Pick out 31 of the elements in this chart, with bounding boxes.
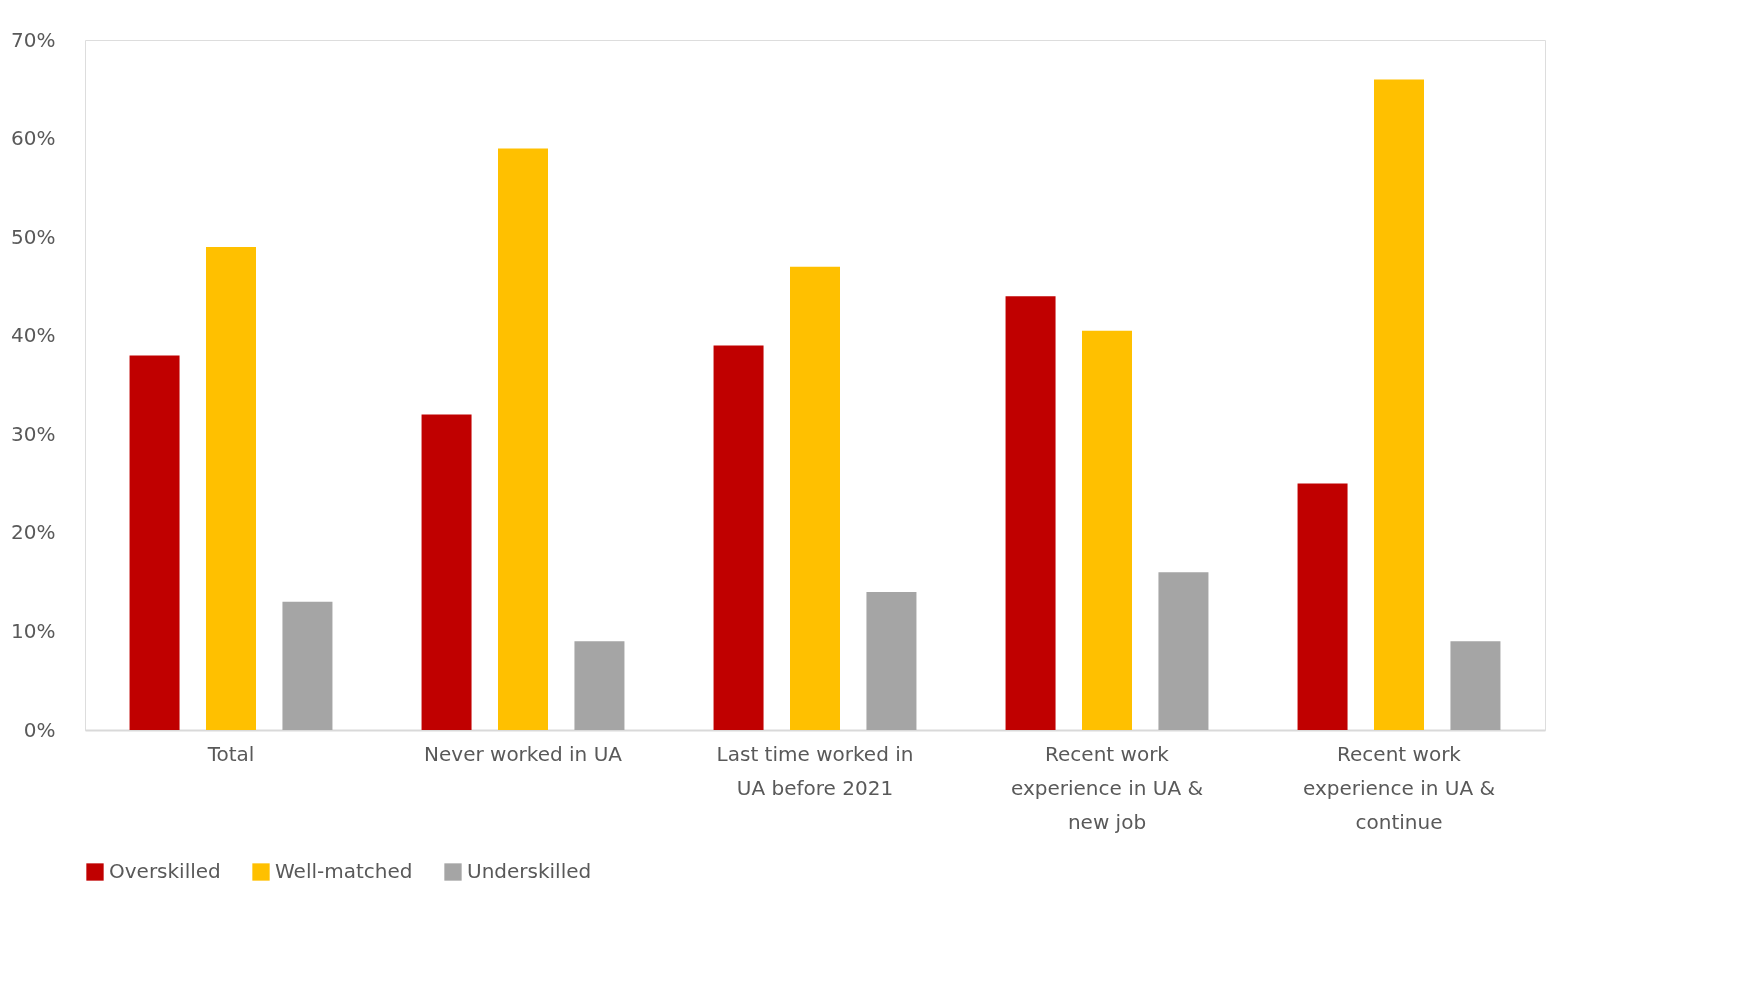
x-tick-label: Recent work experience in UA & continue: [1302, 741, 1496, 834]
y-tick-label: 70%: [11, 27, 56, 52]
bar: [1450, 641, 1501, 730]
legend-label: Underskilled: [467, 859, 592, 883]
bar: [574, 641, 625, 730]
bar: [790, 266, 840, 730]
bar: [1374, 79, 1424, 730]
x-tick-label: Recent work experience in UA & new job: [1010, 741, 1204, 834]
bar: [421, 414, 472, 730]
y-tick-label: 60%: [11, 126, 56, 151]
y-tick-label: 40%: [11, 323, 56, 348]
bar: [206, 247, 256, 730]
bar: [713, 345, 764, 730]
legend-label: Well-matched: [275, 859, 413, 883]
y-tick-label: 50%: [11, 224, 56, 249]
legend-label: Overskilled: [109, 859, 221, 883]
y-tick-label: 30%: [11, 421, 56, 446]
y-tick-label: 10%: [11, 618, 56, 643]
bar: [282, 601, 333, 730]
bar: [1005, 296, 1056, 730]
x-tick-label: Last time worked in UA before 2021: [716, 741, 914, 800]
bar: [129, 355, 180, 730]
x-tick-label: Total: [206, 741, 255, 766]
y-tick-label: 0%: [23, 717, 56, 742]
bar: [498, 148, 548, 730]
bar: [1158, 572, 1209, 730]
bar: [866, 592, 917, 730]
y-tick-label: 20%: [11, 520, 56, 545]
bar: [1082, 330, 1132, 730]
bar: [1297, 483, 1348, 730]
x-tick-label: Never worked in UA: [424, 741, 623, 766]
